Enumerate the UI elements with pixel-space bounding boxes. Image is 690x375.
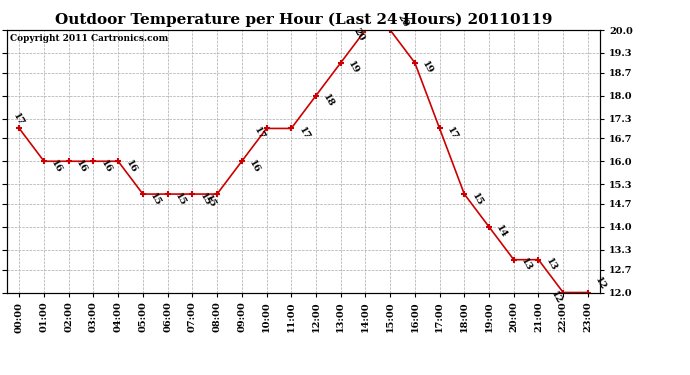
Text: 16: 16: [124, 158, 138, 174]
Text: 12: 12: [549, 290, 564, 306]
Text: 15: 15: [198, 191, 213, 207]
Text: 17: 17: [11, 112, 26, 128]
Text: 15: 15: [148, 191, 163, 207]
Text: 19: 19: [420, 60, 435, 76]
Text: 14: 14: [495, 224, 509, 240]
Text: 20: 20: [395, 13, 411, 29]
Text: 16: 16: [247, 158, 262, 174]
Text: 12: 12: [593, 276, 608, 292]
Text: 17: 17: [297, 126, 311, 141]
Title: Outdoor Temperature per Hour (Last 24 Hours) 20110119: Outdoor Temperature per Hour (Last 24 Ho…: [55, 13, 553, 27]
Text: 17: 17: [445, 126, 460, 141]
Text: 16: 16: [50, 158, 64, 174]
Text: 15: 15: [203, 194, 217, 210]
Text: 13: 13: [520, 257, 534, 273]
Text: 15: 15: [173, 191, 188, 207]
Text: 16: 16: [75, 158, 89, 174]
Text: 18: 18: [322, 93, 336, 109]
Text: 17: 17: [253, 126, 267, 141]
Text: 13: 13: [544, 257, 558, 273]
Text: 19: 19: [346, 60, 361, 76]
Text: Copyright 2011 Cartronics.com: Copyright 2011 Cartronics.com: [10, 34, 168, 43]
Text: 16: 16: [99, 158, 113, 174]
Text: 20: 20: [351, 27, 366, 43]
Text: 15: 15: [470, 191, 484, 207]
